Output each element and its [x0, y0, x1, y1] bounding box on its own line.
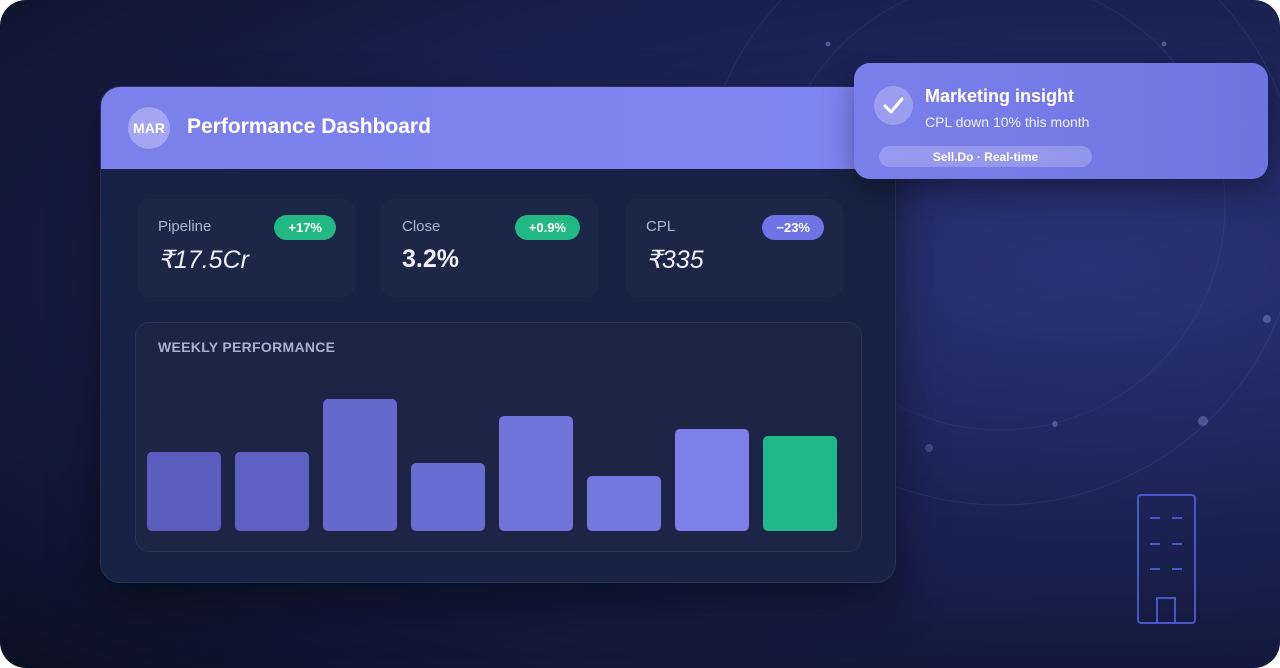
- kpi-value: ₹335: [646, 246, 704, 274]
- bar-chart: [147, 399, 837, 531]
- bar: [499, 416, 573, 531]
- bar: [411, 463, 485, 531]
- chart-card: WEEKLY PERFORMANCE: [135, 322, 862, 552]
- kpi-change: −23%: [762, 215, 824, 240]
- dashboard-title: Performance Dashboard: [187, 115, 431, 138]
- kpi-card: Close 3.2% +0.9%: [381, 199, 599, 297]
- bar: [763, 436, 837, 531]
- kpi-card: Pipeline ₹17.5Cr +17%: [137, 199, 355, 297]
- notification-title: Marketing insight: [925, 86, 1075, 106]
- kpi-label: Pipeline: [158, 218, 212, 235]
- bar: [587, 476, 661, 531]
- avatar: MAR: [128, 107, 170, 149]
- chart-title: WEEKLY PERFORMANCE: [158, 339, 336, 355]
- dashboard-card: MAR Performance Dashboard Pipeline ₹17.5C…: [100, 86, 896, 583]
- kpi-label: CPL: [646, 218, 676, 235]
- bar: [675, 429, 749, 531]
- dashboard-header: MAR Performance Dashboard: [101, 87, 895, 169]
- notification: Marketing insight CPL down 10% this mont…: [854, 63, 1268, 179]
- bar: [323, 399, 397, 531]
- bar: [147, 452, 221, 531]
- kpi-change: +0.9%: [514, 215, 580, 240]
- kpi-card: CPL ₹335 −23%: [625, 199, 843, 297]
- check-icon: [874, 86, 913, 125]
- bar: [235, 452, 309, 531]
- kpi-change: +17%: [274, 215, 336, 240]
- kpi-value: 3.2%: [402, 245, 459, 273]
- notification-tag: Sell.Do · Real-time: [879, 146, 1092, 167]
- kpi-value: ₹17.5Cr: [158, 246, 249, 274]
- notification-message: CPL down 10% this month: [925, 114, 1090, 130]
- kpi-label: Close: [402, 218, 441, 235]
